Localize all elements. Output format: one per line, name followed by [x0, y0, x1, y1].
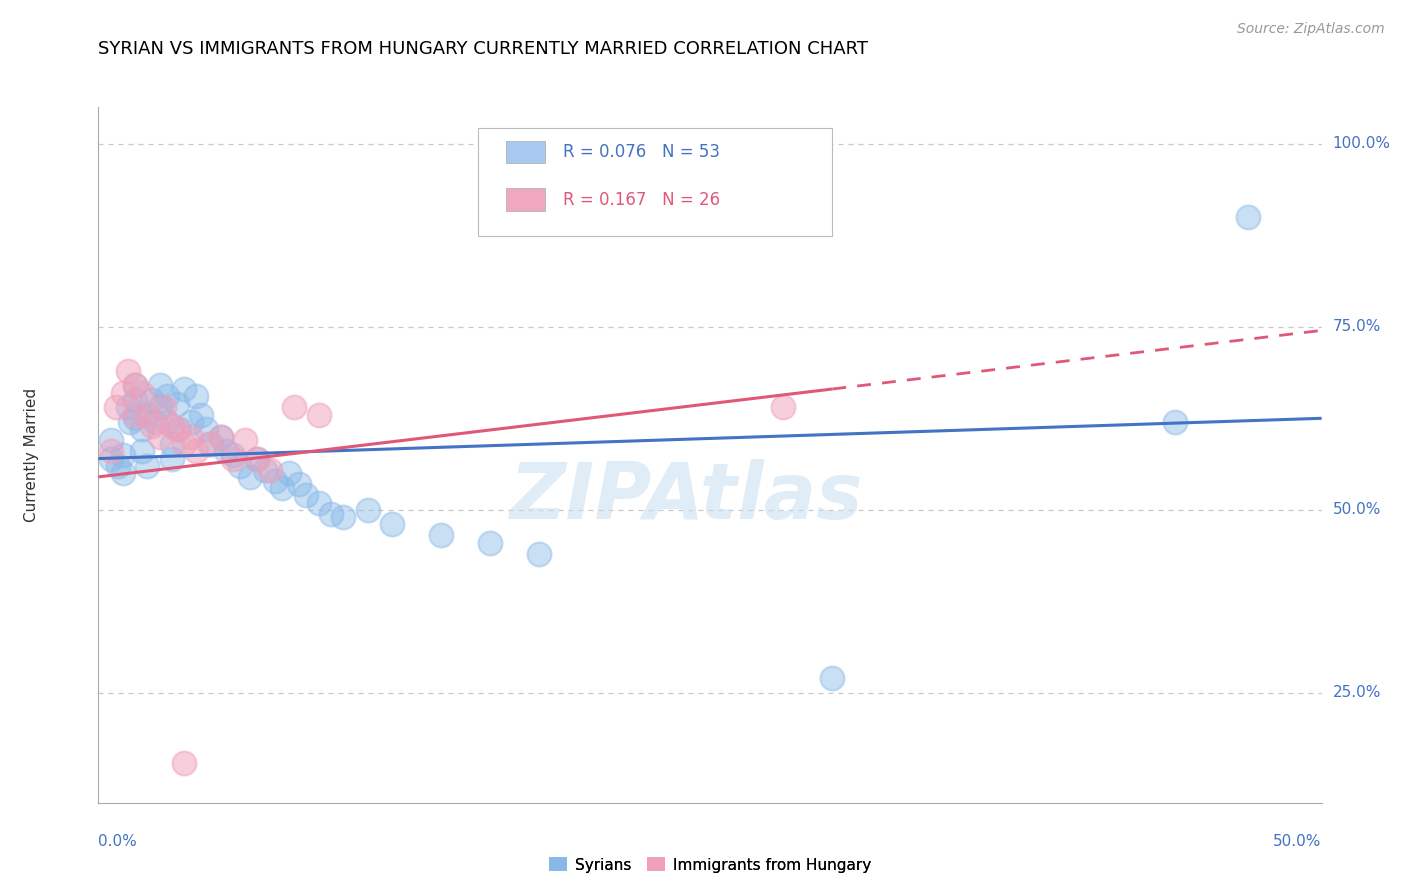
Text: 50.0%: 50.0%: [1274, 834, 1322, 849]
Point: [120, 415, 142, 429]
FancyBboxPatch shape: [506, 141, 546, 163]
Point: [149, 378, 172, 392]
Point: [1237, 210, 1260, 224]
Point: [233, 434, 256, 448]
Point: [478, 536, 501, 550]
Point: [229, 458, 252, 473]
Point: [117, 401, 139, 415]
FancyBboxPatch shape: [478, 128, 832, 235]
Point: [173, 437, 195, 451]
Point: [117, 364, 139, 378]
Point: [100, 444, 122, 458]
Point: [283, 401, 305, 415]
Text: 25.0%: 25.0%: [1333, 685, 1381, 700]
Text: R = 0.076   N = 53: R = 0.076 N = 53: [564, 144, 720, 161]
Point: [160, 418, 183, 433]
Point: [263, 474, 285, 488]
Point: [153, 401, 176, 415]
Point: [270, 481, 294, 495]
Point: [214, 444, 236, 458]
Point: [222, 451, 245, 466]
Point: [136, 458, 159, 473]
Point: [209, 429, 232, 443]
Legend: Syrians, Immigrants from Hungary: Syrians, Immigrants from Hungary: [543, 851, 877, 879]
Point: [209, 429, 232, 443]
Text: 100.0%: 100.0%: [1333, 136, 1391, 151]
Text: SYRIAN VS IMMIGRANTS FROM HUNGARY CURRENTLY MARRIED CORRELATION CHART: SYRIAN VS IMMIGRANTS FROM HUNGARY CURREN…: [98, 40, 869, 58]
Point: [200, 437, 222, 451]
Point: [180, 415, 202, 429]
Point: [166, 422, 188, 436]
Point: [356, 503, 378, 517]
Text: 75.0%: 75.0%: [1333, 319, 1381, 334]
Point: [166, 397, 188, 411]
Point: [131, 385, 153, 400]
Point: [197, 437, 219, 451]
Point: [308, 408, 330, 422]
Point: [308, 495, 330, 509]
Point: [381, 517, 404, 532]
Text: 50.0%: 50.0%: [1333, 502, 1381, 517]
Point: [111, 385, 134, 400]
Point: [100, 451, 122, 466]
Point: [253, 462, 276, 476]
Point: [527, 547, 550, 561]
Point: [136, 408, 159, 422]
Point: [124, 392, 146, 407]
Point: [136, 408, 159, 422]
Point: [772, 401, 794, 415]
Point: [124, 378, 146, 392]
Point: [295, 488, 318, 502]
Point: [104, 401, 127, 415]
Point: [195, 422, 218, 436]
Text: Source: ZipAtlas.com: Source: ZipAtlas.com: [1237, 22, 1385, 37]
Point: [278, 467, 301, 481]
Text: Currently Married: Currently Married: [24, 388, 38, 522]
Point: [156, 415, 179, 429]
Point: [160, 437, 183, 451]
Point: [239, 470, 262, 484]
Point: [186, 389, 208, 403]
Point: [143, 415, 166, 429]
Point: [319, 507, 342, 521]
Point: [149, 429, 172, 443]
Point: [173, 756, 195, 770]
Point: [124, 378, 146, 392]
Point: [160, 451, 183, 466]
Point: [1164, 415, 1187, 429]
Point: [131, 422, 153, 436]
Point: [124, 411, 146, 425]
Point: [141, 418, 163, 433]
Point: [149, 401, 172, 415]
Point: [288, 477, 311, 491]
Point: [430, 528, 453, 542]
Text: 0.0%: 0.0%: [98, 834, 138, 849]
Point: [111, 467, 134, 481]
Point: [107, 458, 129, 473]
Point: [124, 408, 146, 422]
Point: [246, 451, 269, 466]
Point: [100, 434, 122, 448]
Point: [186, 444, 208, 458]
Point: [141, 392, 163, 407]
Text: R = 0.167   N = 26: R = 0.167 N = 26: [564, 191, 720, 209]
Point: [246, 451, 269, 466]
FancyBboxPatch shape: [506, 188, 546, 211]
Point: [190, 408, 212, 422]
Point: [222, 448, 245, 462]
Point: [180, 429, 202, 443]
Point: [131, 444, 153, 458]
Point: [332, 510, 354, 524]
Point: [167, 422, 190, 436]
Text: ZIPAtlas: ZIPAtlas: [509, 458, 862, 534]
Point: [821, 671, 844, 685]
Point: [111, 448, 134, 462]
Point: [259, 462, 281, 476]
Point: [173, 382, 195, 396]
Point: [156, 389, 179, 403]
